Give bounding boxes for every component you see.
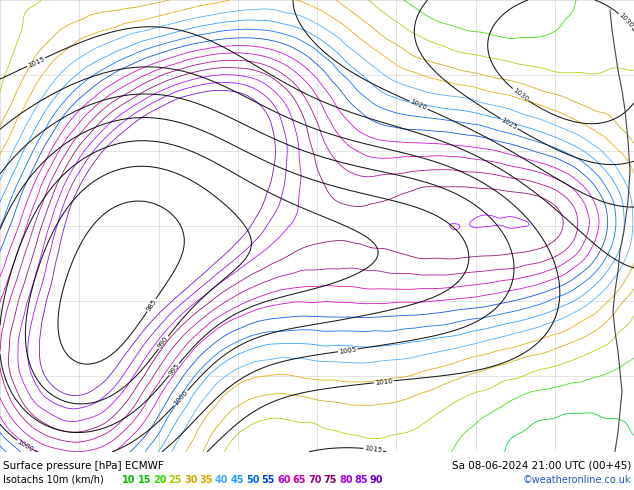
- Text: 1010: 1010: [375, 378, 393, 386]
- Text: 55: 55: [261, 475, 275, 485]
- Text: 75: 75: [323, 475, 337, 485]
- Text: 995: 995: [167, 362, 181, 376]
- Text: 1015: 1015: [364, 445, 382, 454]
- Text: 35: 35: [200, 475, 213, 485]
- Text: 80: 80: [339, 475, 353, 485]
- Text: 1025: 1025: [500, 117, 518, 131]
- Text: 60: 60: [277, 475, 290, 485]
- Text: 70: 70: [308, 475, 321, 485]
- Text: 1015: 1015: [27, 55, 46, 69]
- Text: 50: 50: [246, 475, 259, 485]
- Text: 1000: 1000: [172, 390, 189, 407]
- Text: 65: 65: [292, 475, 306, 485]
- Text: 85: 85: [354, 475, 368, 485]
- Text: 20: 20: [153, 475, 167, 485]
- Text: Surface pressure [hPa] ECMWF: Surface pressure [hPa] ECMWF: [3, 461, 164, 471]
- Text: 90: 90: [370, 475, 384, 485]
- Text: 985: 985: [145, 298, 158, 313]
- Text: 15: 15: [138, 475, 151, 485]
- Text: 1030: 1030: [618, 12, 634, 29]
- Text: 25: 25: [169, 475, 182, 485]
- Text: Sa 08-06-2024 21:00 UTC (00+45): Sa 08-06-2024 21:00 UTC (00+45): [451, 461, 631, 471]
- Text: 990: 990: [157, 335, 170, 350]
- Text: 1000: 1000: [16, 439, 35, 453]
- Text: 1020: 1020: [409, 99, 428, 112]
- Text: 1030: 1030: [512, 87, 529, 103]
- Text: Isotachs 10m (km/h): Isotachs 10m (km/h): [3, 475, 104, 485]
- Text: 10: 10: [122, 475, 136, 485]
- Text: 45: 45: [231, 475, 244, 485]
- Text: 1005: 1005: [339, 346, 357, 355]
- Text: ©weatheronline.co.uk: ©weatheronline.co.uk: [522, 475, 631, 485]
- Text: 40: 40: [215, 475, 228, 485]
- Text: 30: 30: [184, 475, 198, 485]
